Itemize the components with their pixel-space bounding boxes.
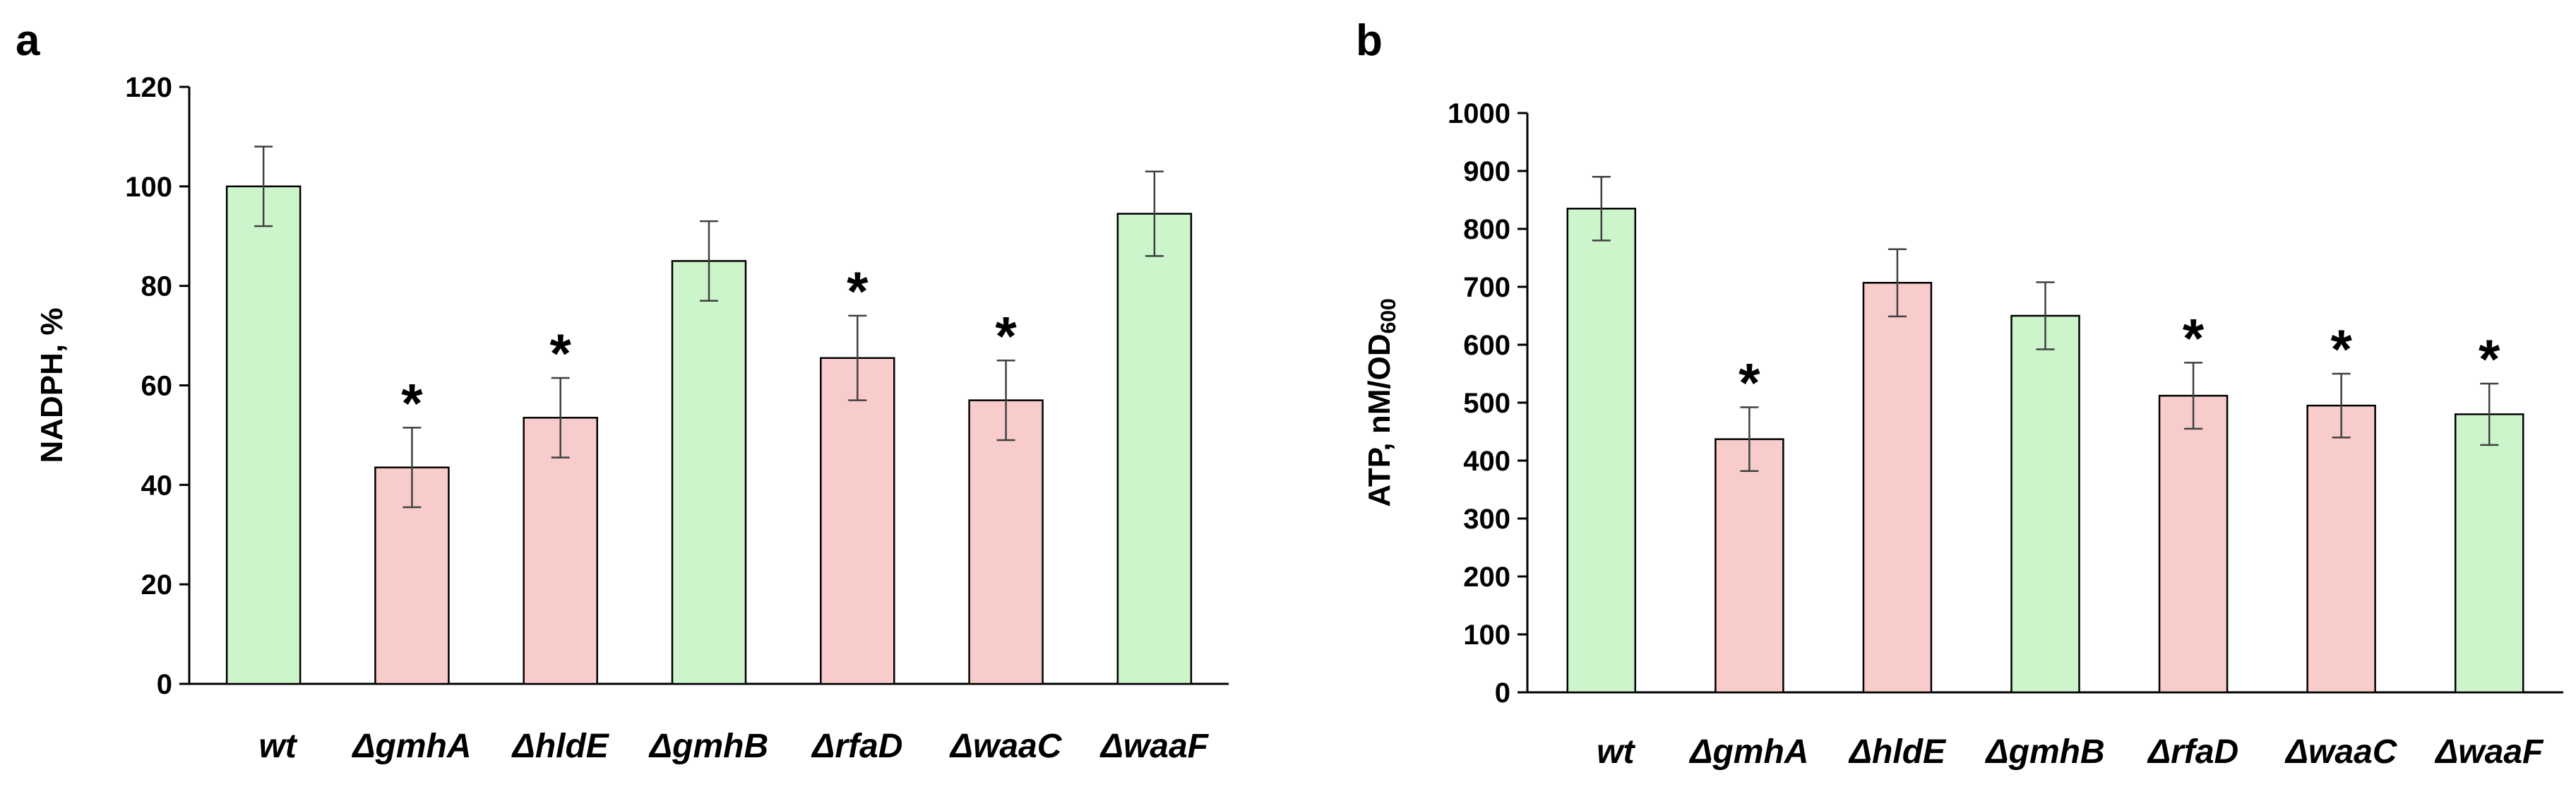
y-tick-label: 20 — [141, 569, 173, 600]
significance-star: * — [2479, 328, 2500, 390]
bar — [2010, 314, 2080, 694]
bar — [968, 399, 1044, 685]
y-tick-label: 900 — [1463, 156, 1510, 187]
y-axis-label-main: NADPH, % — [35, 307, 69, 463]
category-label: wt — [258, 728, 297, 765]
category-label: ΔhldE — [511, 728, 610, 765]
category-label: ΔrfaD — [2147, 733, 2238, 771]
y-tick-label: 300 — [1463, 504, 1510, 535]
chart-panel-b: b 0 100 200 300 400 500 600 700 800 900 1000 ATP, nM… — [1356, 16, 2563, 771]
bar — [2306, 404, 2376, 694]
y-tick-label: 0 — [1495, 677, 1510, 709]
significance-star: * — [2183, 307, 2205, 369]
y-tick-label: 500 — [1463, 388, 1510, 419]
bar — [1116, 213, 1193, 685]
y-tick-label: 120 — [125, 72, 172, 103]
bar — [523, 417, 598, 685]
y-tick-label: 100 — [125, 172, 172, 203]
y-tick-label: 200 — [1463, 562, 1510, 593]
category-label: wt — [1597, 733, 1635, 771]
y-tick-label: 400 — [1463, 446, 1510, 477]
y-tick-label: 800 — [1463, 214, 1510, 245]
significance-star: * — [847, 260, 869, 322]
y-tick-label: 40 — [141, 470, 173, 501]
significance-star: * — [995, 304, 1017, 367]
bar — [1566, 208, 1637, 694]
chart-panel-a: a 0 20 40 60 80 100 120 NADPH, % wt * ΔgmhA * ΔhldE Δg… — [16, 16, 1229, 765]
panel-letter: a — [16, 16, 40, 65]
category-label: ΔwaaC — [949, 728, 1063, 765]
category-label: ΔgmhA — [351, 728, 471, 765]
category-label: ΔgmhA — [1688, 733, 1808, 771]
y-tick-label: 80 — [141, 271, 173, 302]
category-label: ΔwaaC — [2284, 733, 2398, 771]
bar — [820, 357, 895, 685]
category-label: ΔgmhB — [648, 728, 768, 765]
bar — [1715, 438, 1784, 694]
y-tick-label: 700 — [1463, 272, 1510, 303]
category-label: ΔwaaF — [1099, 728, 1210, 765]
category-label: ΔgmhB — [1984, 733, 2104, 771]
bar — [225, 185, 302, 685]
bar — [2158, 394, 2229, 694]
significance-star: * — [2330, 318, 2352, 380]
significance-star: * — [401, 372, 423, 434]
y-axis-label: NADPH, % — [35, 307, 69, 463]
y-axis-label-main: ATP, nM/OD — [1362, 333, 1397, 507]
bar — [1862, 282, 1933, 694]
significance-star: * — [1739, 352, 1760, 414]
bar — [2454, 413, 2524, 694]
y-axis-label: ATP, nM/OD600 — [1362, 298, 1400, 507]
y-tick-label: 100 — [1463, 620, 1510, 651]
y-tick-label: 1000 — [1448, 98, 1510, 129]
y-tick-label: 600 — [1463, 330, 1510, 361]
panel-letter: b — [1356, 16, 1383, 65]
bar — [671, 260, 747, 685]
y-tick-label: 60 — [141, 371, 173, 402]
category-label: ΔwaaF — [2434, 733, 2544, 771]
y-tick-label: 0 — [157, 669, 172, 700]
category-label: ΔrfaD — [811, 728, 902, 765]
y-axis-label-subscript: 600 — [1377, 298, 1400, 333]
category-label: ΔhldE — [1848, 733, 1947, 771]
significance-star: * — [550, 322, 572, 384]
